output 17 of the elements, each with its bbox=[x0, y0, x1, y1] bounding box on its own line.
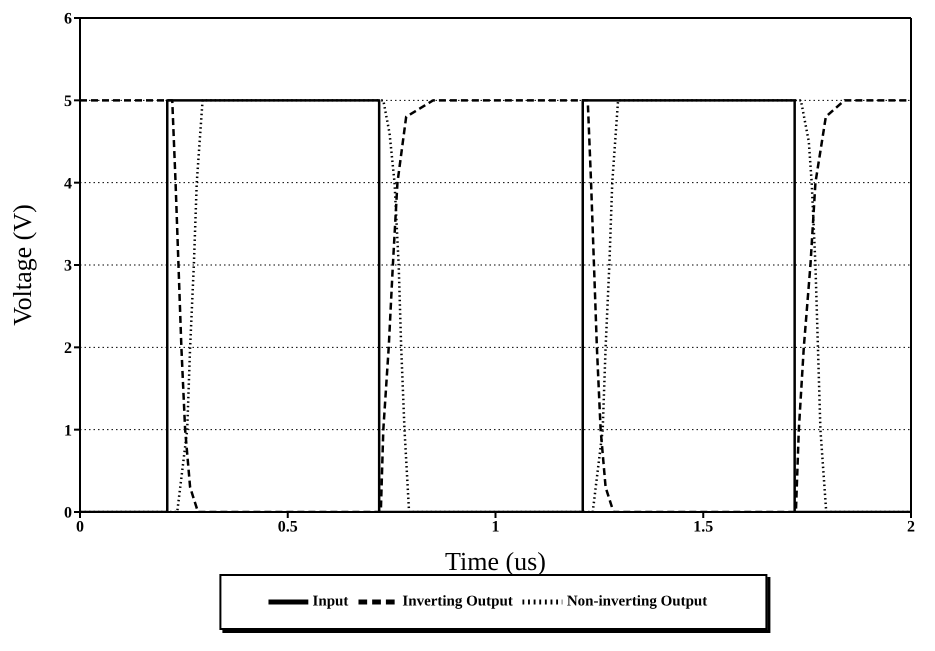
legend-label: Non-inverting Output bbox=[566, 593, 708, 610]
y-tick-label: 3 bbox=[64, 258, 72, 275]
x-tick-label: 1.5 bbox=[693, 518, 714, 536]
y-tick-label: 2 bbox=[64, 340, 72, 358]
legend-label: Inverting Output bbox=[402, 593, 513, 610]
x-tick-label: 0 bbox=[76, 518, 84, 536]
x-tick-label: 0.5 bbox=[278, 518, 298, 536]
y-tick-label: 6 bbox=[64, 10, 72, 28]
y-axis-title: Voltage (V) bbox=[8, 204, 38, 326]
y-tick-label: 0 bbox=[64, 504, 72, 522]
y-tick-label: 5 bbox=[64, 93, 72, 110]
y-tick-label: 1 bbox=[64, 422, 72, 440]
x-tick-label: 1 bbox=[492, 518, 500, 536]
x-axis-title: Time (us) bbox=[445, 547, 546, 576]
y-tick-label: 4 bbox=[64, 175, 72, 192]
legend-label: Input bbox=[312, 593, 348, 610]
x-tick-label: 2 bbox=[907, 518, 915, 536]
